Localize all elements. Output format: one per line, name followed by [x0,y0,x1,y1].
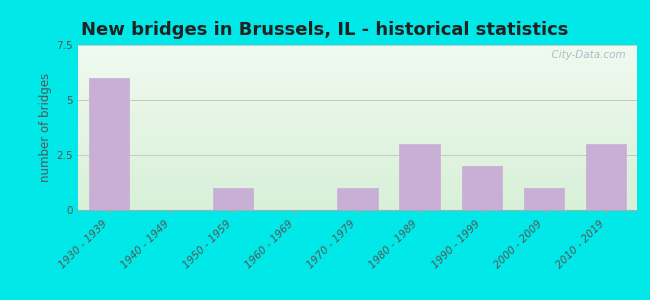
Bar [524,188,564,210]
Text: City-Data.com: City-Data.com [545,50,626,60]
Bar [337,188,378,210]
Bar [89,78,129,210]
Text: New bridges in Brussels, IL - historical statistics: New bridges in Brussels, IL - historical… [81,21,569,39]
Bar [213,188,254,210]
Bar [462,166,502,210]
Bar [399,144,440,210]
Bar [586,144,626,210]
Y-axis label: number of bridges: number of bridges [40,73,53,182]
